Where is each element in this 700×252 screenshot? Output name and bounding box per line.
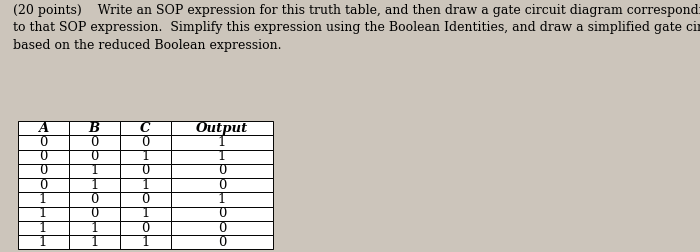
Text: 0: 0 xyxy=(90,193,98,206)
Text: 0: 0 xyxy=(90,150,98,163)
Bar xyxy=(120,207,171,221)
Text: 1: 1 xyxy=(141,207,149,220)
Text: 1: 1 xyxy=(39,193,47,206)
Text: 0: 0 xyxy=(39,150,47,163)
Text: 0: 0 xyxy=(141,193,149,206)
Text: 1: 1 xyxy=(39,207,47,220)
Text: 0: 0 xyxy=(39,136,47,149)
Bar xyxy=(18,235,69,249)
Bar xyxy=(69,121,120,135)
Bar xyxy=(18,164,69,178)
Bar xyxy=(120,135,171,149)
Bar xyxy=(171,221,273,235)
Text: C: C xyxy=(140,122,150,135)
Bar xyxy=(171,207,273,221)
Bar xyxy=(120,221,171,235)
Text: 0: 0 xyxy=(90,207,98,220)
Text: 1: 1 xyxy=(141,236,149,249)
Bar xyxy=(18,221,69,235)
Bar xyxy=(120,235,171,249)
Text: 1: 1 xyxy=(141,150,149,163)
Bar xyxy=(120,164,171,178)
Bar xyxy=(171,121,273,135)
Text: 1: 1 xyxy=(39,236,47,249)
Text: 1: 1 xyxy=(90,222,98,235)
Text: 0: 0 xyxy=(141,222,149,235)
Bar xyxy=(69,135,120,149)
Bar xyxy=(18,207,69,221)
Text: 1: 1 xyxy=(90,165,98,177)
Bar xyxy=(69,192,120,207)
Text: 0: 0 xyxy=(39,165,47,177)
Text: 1: 1 xyxy=(218,136,226,149)
Text: 0: 0 xyxy=(218,165,226,177)
Bar xyxy=(18,192,69,207)
Bar xyxy=(171,178,273,192)
Bar xyxy=(69,178,120,192)
Text: A: A xyxy=(38,122,48,135)
Bar xyxy=(171,192,273,207)
Bar xyxy=(120,178,171,192)
Bar xyxy=(69,164,120,178)
Text: 0: 0 xyxy=(141,165,149,177)
Bar xyxy=(69,149,120,164)
Text: 0: 0 xyxy=(141,136,149,149)
Text: 1: 1 xyxy=(39,222,47,235)
Bar xyxy=(18,178,69,192)
Bar xyxy=(171,235,273,249)
Bar xyxy=(18,149,69,164)
Bar xyxy=(171,149,273,164)
Text: B: B xyxy=(88,122,100,135)
Bar xyxy=(69,235,120,249)
Text: 1: 1 xyxy=(141,179,149,192)
Text: 0: 0 xyxy=(90,136,98,149)
Bar xyxy=(120,149,171,164)
Bar xyxy=(18,135,69,149)
Text: 0: 0 xyxy=(218,236,226,249)
Text: 0: 0 xyxy=(39,179,47,192)
Text: (20 points)    Write an SOP expression for this truth table, and then draw a gat: (20 points) Write an SOP expression for … xyxy=(13,4,700,52)
Text: 1: 1 xyxy=(218,193,226,206)
Bar xyxy=(69,221,120,235)
Text: 0: 0 xyxy=(218,207,226,220)
Text: Output: Output xyxy=(196,122,248,135)
Bar xyxy=(69,207,120,221)
Bar xyxy=(18,121,69,135)
Bar xyxy=(171,164,273,178)
Bar xyxy=(120,192,171,207)
Text: 1: 1 xyxy=(90,179,98,192)
Text: 1: 1 xyxy=(90,236,98,249)
Bar xyxy=(120,121,171,135)
Bar xyxy=(171,135,273,149)
Text: 0: 0 xyxy=(218,222,226,235)
Text: 1: 1 xyxy=(218,150,226,163)
Text: 0: 0 xyxy=(218,179,226,192)
